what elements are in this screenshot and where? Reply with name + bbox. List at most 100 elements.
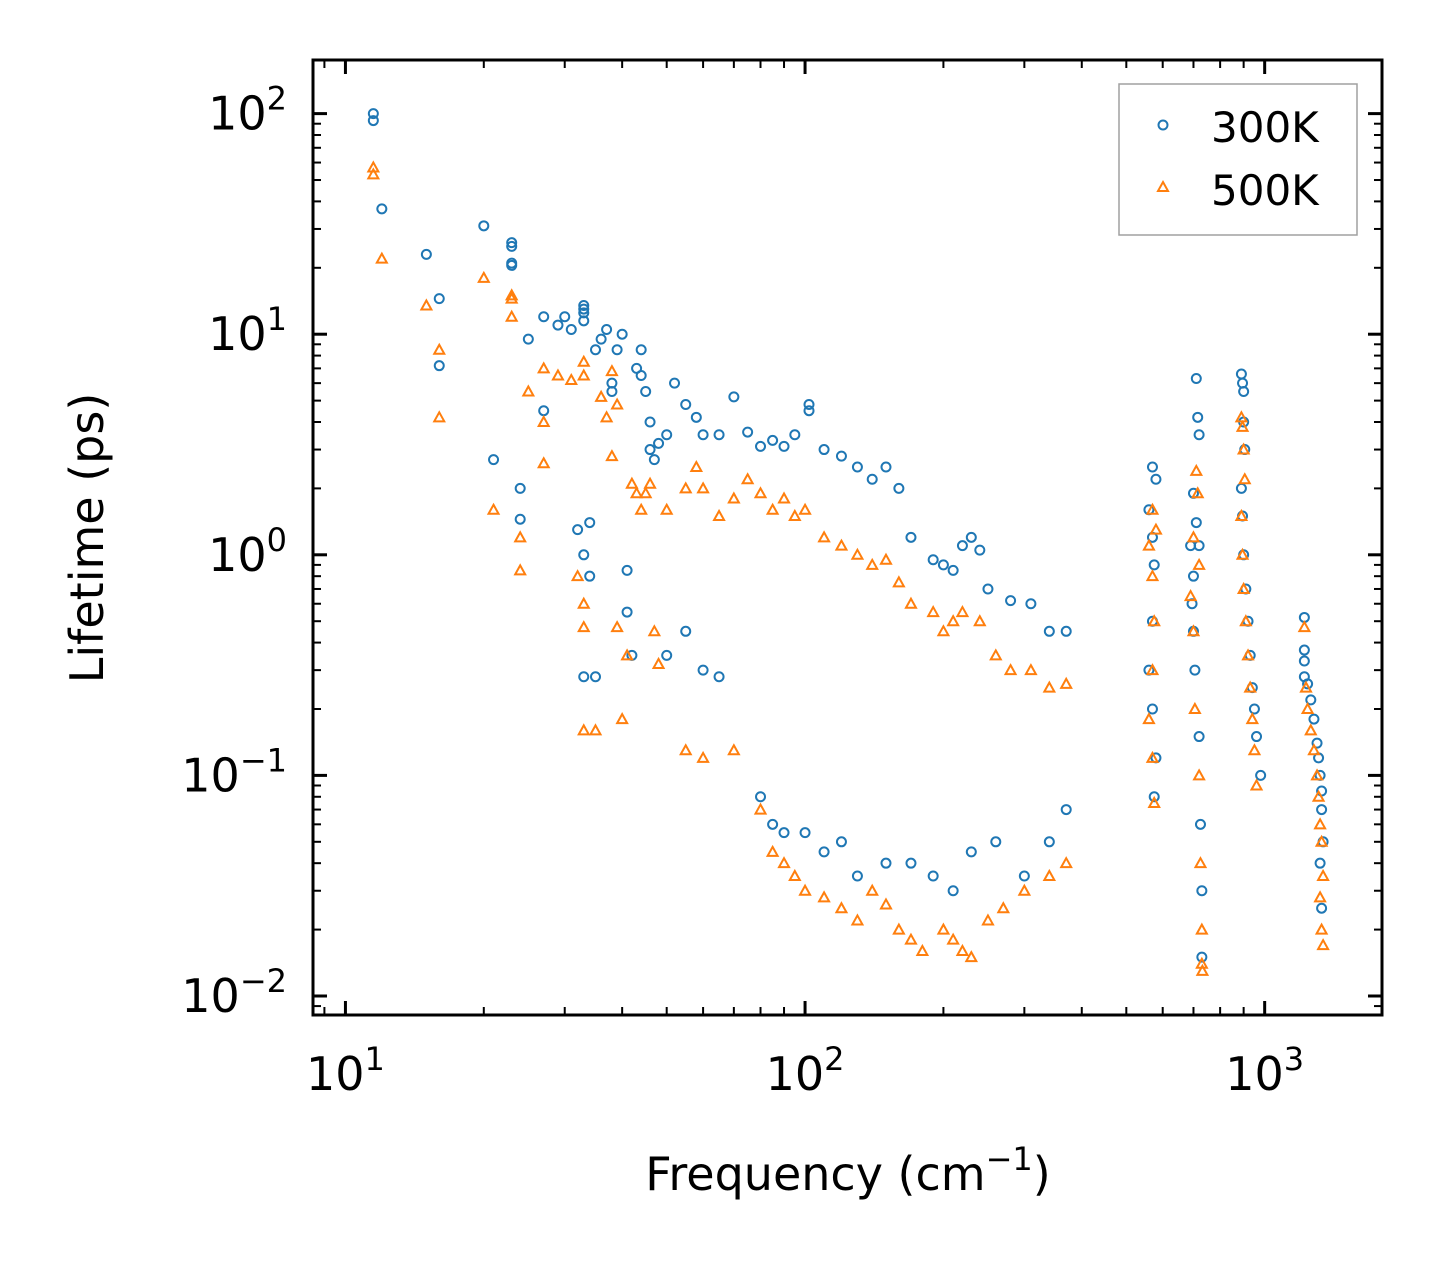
point-500k <box>1017 883 1032 896</box>
point-500k <box>904 596 918 609</box>
point-300k <box>1192 411 1204 423</box>
point-300k <box>680 399 692 411</box>
point-500k <box>850 913 865 926</box>
point-500k <box>765 844 780 857</box>
point-300k <box>835 450 847 462</box>
point-300k <box>1060 625 1072 637</box>
point-300k <box>1251 731 1263 743</box>
point-500k <box>504 288 519 301</box>
point-500k <box>1307 743 1321 756</box>
point-300k <box>680 625 692 637</box>
point-300k <box>690 411 702 423</box>
point-300k <box>851 870 863 882</box>
point-500k <box>1024 663 1038 676</box>
point-500k <box>1234 410 1249 423</box>
point-500k <box>659 502 674 515</box>
point-300k <box>559 311 571 323</box>
point-500k <box>1059 856 1073 869</box>
point-300k <box>947 564 959 576</box>
point-300k <box>669 377 681 389</box>
point-500k <box>679 743 693 756</box>
point-500k <box>1193 856 1208 869</box>
point-500k <box>964 950 979 963</box>
point-300k <box>1314 857 1326 869</box>
point-300k <box>1194 818 1206 830</box>
point-300k <box>635 369 647 381</box>
point-300k <box>1302 678 1314 690</box>
point-500k <box>817 890 831 903</box>
point-300k <box>590 671 602 683</box>
point-500k <box>892 575 906 588</box>
point-500k <box>1234 508 1249 521</box>
point-500k <box>1149 522 1163 535</box>
point-300k <box>661 429 673 441</box>
point-500k <box>1238 472 1252 485</box>
point-300k <box>621 564 633 576</box>
point-300k <box>1150 473 1162 485</box>
point-300k <box>742 426 754 438</box>
point-500k <box>610 397 624 410</box>
point-300k <box>572 524 584 536</box>
point-500k <box>651 656 666 669</box>
point-500k <box>1313 817 1327 830</box>
point-300k <box>1043 836 1055 848</box>
point-300k <box>376 203 388 215</box>
point-300k <box>611 344 623 356</box>
point-500k <box>1191 486 1205 499</box>
point-300k <box>621 606 633 618</box>
point-500k <box>765 502 780 515</box>
point-300k <box>1311 737 1323 749</box>
point-500k <box>865 557 879 570</box>
point-500k <box>419 298 434 311</box>
point-300k <box>635 344 647 356</box>
point-500k <box>973 614 987 627</box>
point-500k <box>577 596 591 609</box>
point-500k <box>915 943 930 956</box>
point-300k <box>578 303 590 315</box>
point-300k <box>565 324 577 336</box>
point-500k <box>1236 442 1251 455</box>
point-500k <box>375 251 389 264</box>
point-500k <box>620 648 634 661</box>
point-500k <box>537 414 551 427</box>
point-500k <box>834 538 849 551</box>
point-500k <box>696 481 710 494</box>
point-500k <box>1236 581 1251 594</box>
point-500k <box>1249 778 1264 791</box>
point-300k <box>433 360 445 372</box>
point-500k <box>1192 557 1206 570</box>
point-300k <box>488 454 500 466</box>
point-300k <box>420 248 432 260</box>
point-500k <box>1042 868 1057 881</box>
point-500k <box>926 605 940 618</box>
point-300k <box>697 664 709 676</box>
point-500k <box>892 922 906 935</box>
point-300k <box>584 517 596 529</box>
point-500k <box>740 472 755 485</box>
point-300k <box>648 454 660 466</box>
point-500k <box>1314 922 1329 935</box>
point-500k <box>537 456 551 469</box>
point-300k <box>947 885 959 897</box>
point-500k <box>1188 701 1202 714</box>
point-300k <box>506 240 518 252</box>
point-500k <box>996 901 1011 914</box>
point-300k <box>1190 517 1202 529</box>
point-500k <box>564 372 578 386</box>
point-300k <box>1148 559 1160 571</box>
point-500k <box>594 389 608 402</box>
point-500k <box>1314 834 1329 847</box>
legend-marker-300k <box>1157 119 1169 131</box>
point-300k <box>1187 570 1199 582</box>
point-300k <box>514 513 526 525</box>
point-500k <box>1299 680 1313 693</box>
point-500k <box>1145 569 1160 582</box>
point-500k <box>537 361 551 374</box>
point-300k <box>1018 870 1030 882</box>
point-500k <box>946 932 960 945</box>
point-500k <box>879 552 893 565</box>
point-300k <box>778 827 790 839</box>
point-300k <box>606 385 618 397</box>
point-500k <box>1003 663 1018 676</box>
point-300k <box>927 554 939 566</box>
